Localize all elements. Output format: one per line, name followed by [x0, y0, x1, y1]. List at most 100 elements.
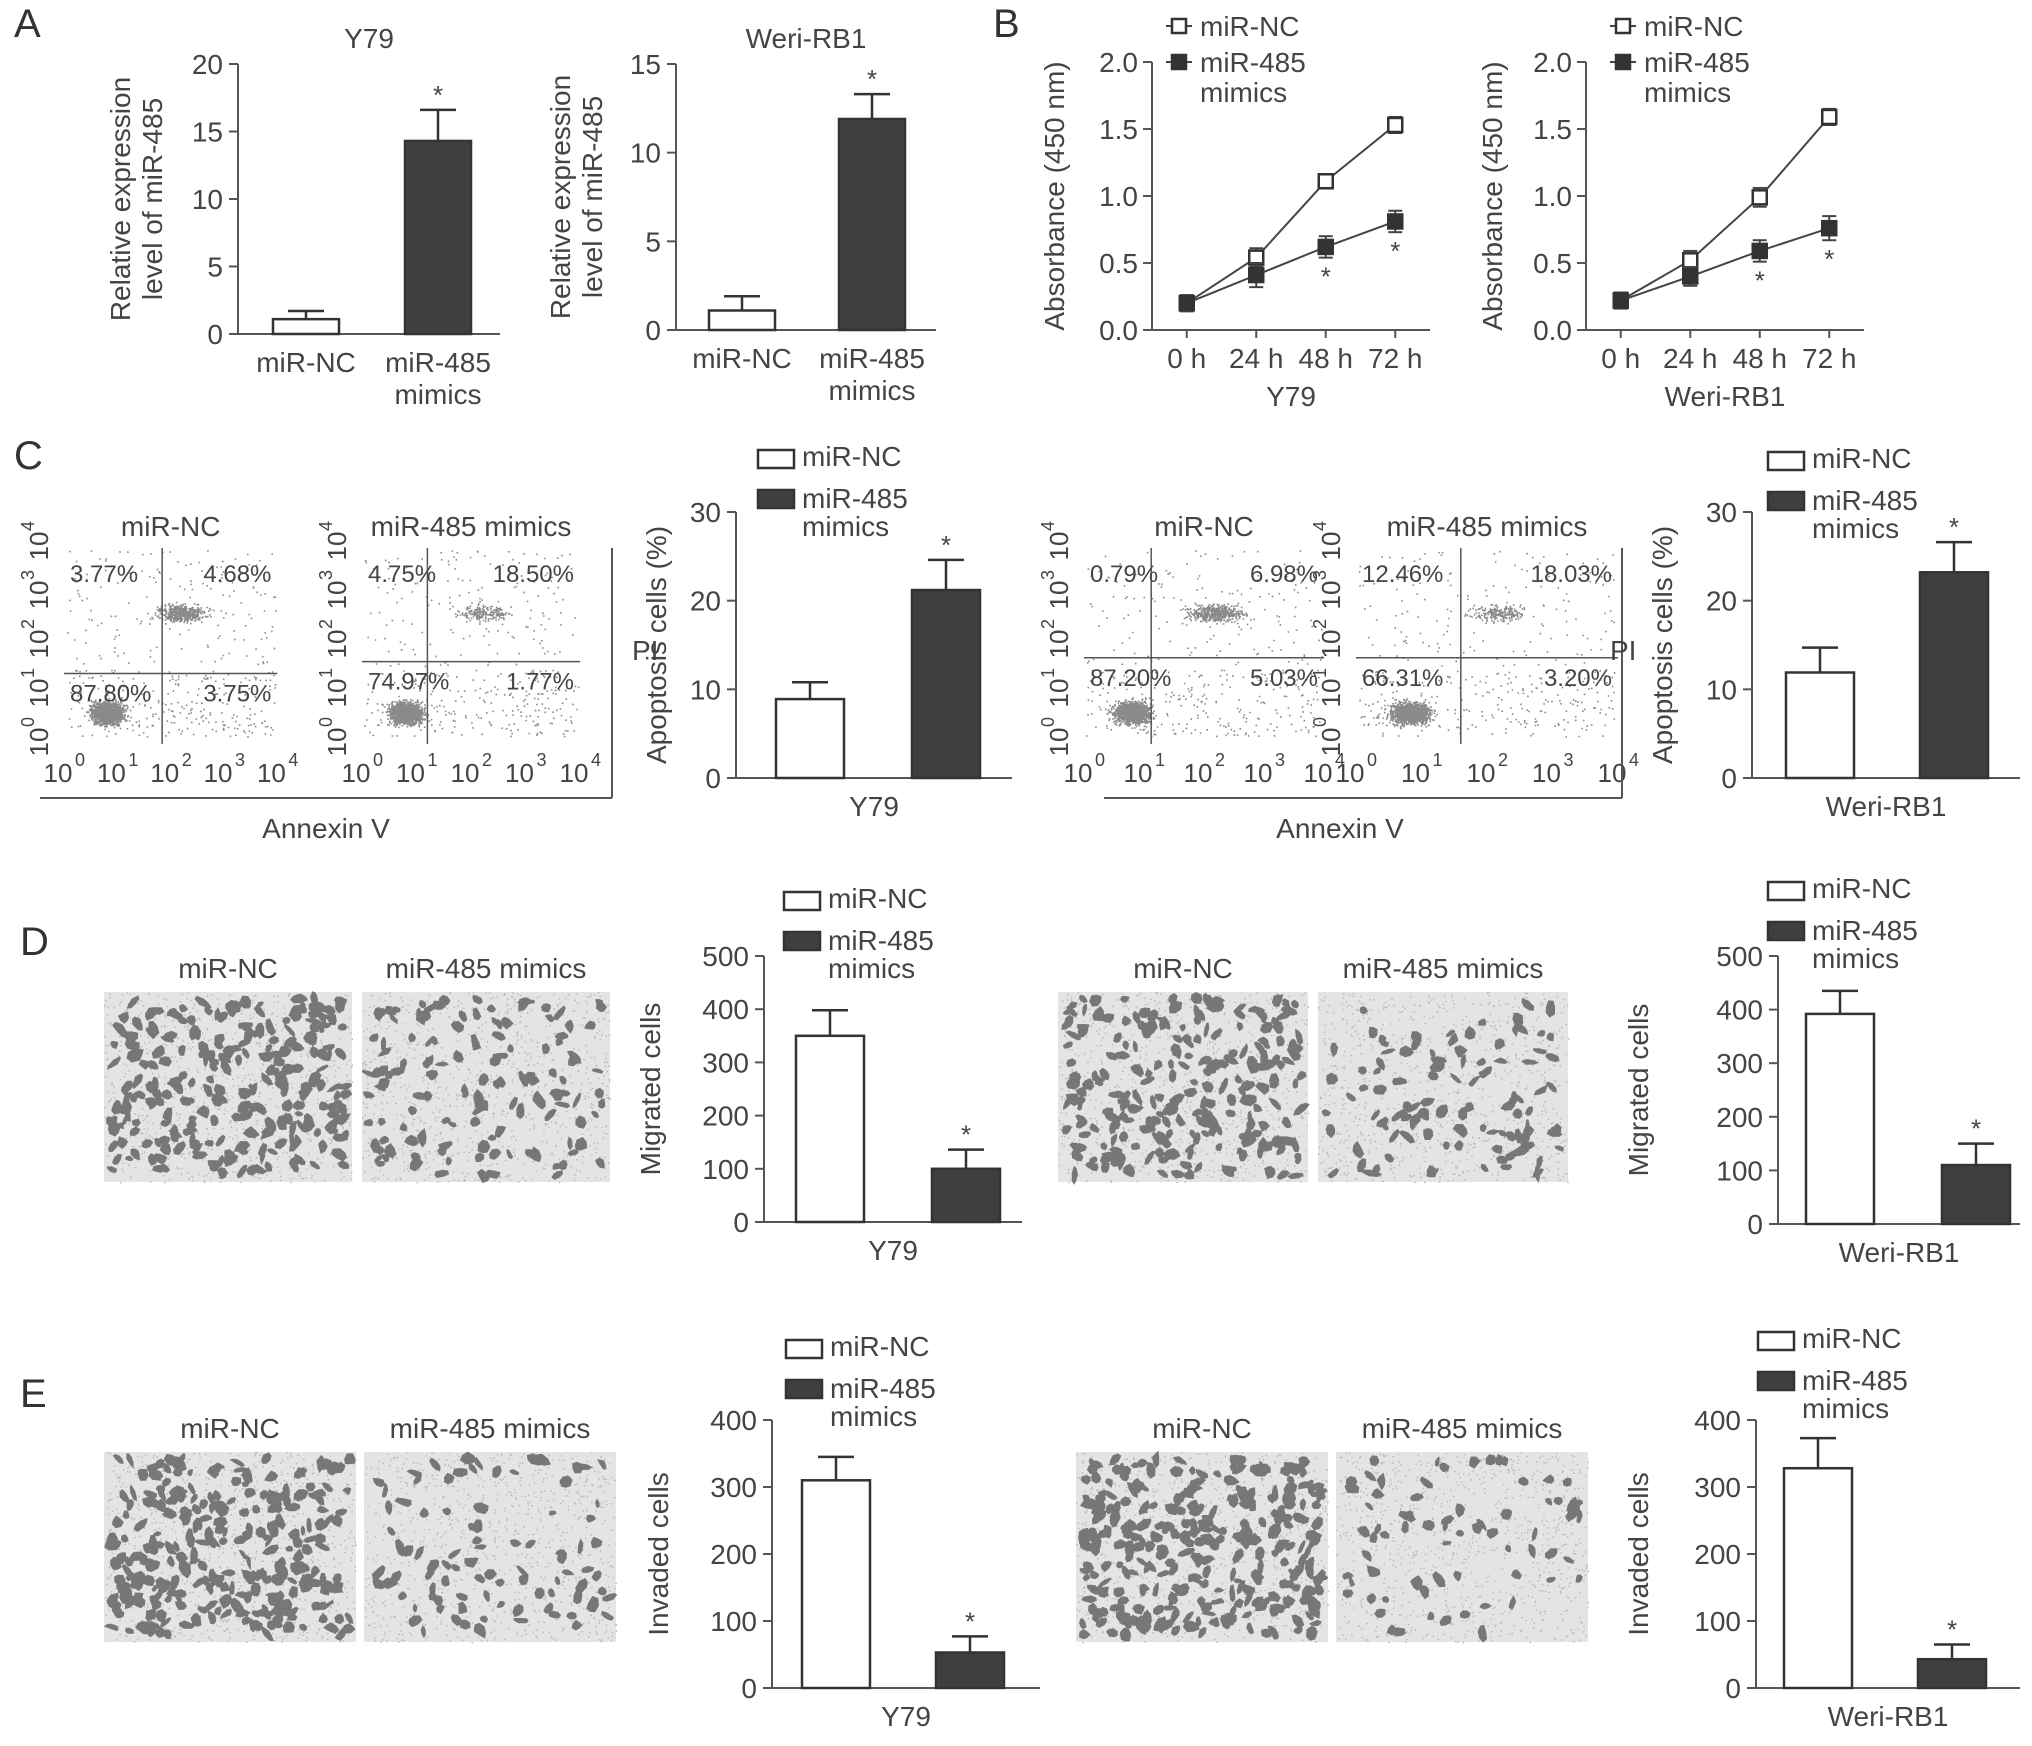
quadrant-lower-right: 3.75%: [203, 680, 271, 707]
y-tick-label: 300: [710, 1472, 757, 1503]
legend-label-mimics: miR-485: [1200, 47, 1306, 78]
bar-chart-A1: 0 5 10 15 20 Relative expression level of miR-…: [105, 23, 500, 410]
micrograph-pores: [364, 1452, 618, 1644]
micrograph: miR-NC: [104, 1413, 357, 1643]
x-tick-exponent: 3: [235, 750, 245, 770]
x-axis-label: Weri-RB1: [1826, 791, 1947, 822]
y-tick-label: 0: [741, 1673, 757, 1704]
bar-mir-485-mimics: [910, 588, 982, 780]
x-tick-label: 10: [1064, 758, 1093, 788]
significance-star: *: [941, 530, 951, 560]
data-point: [1248, 266, 1265, 284]
y-tick-label: 100: [702, 1154, 749, 1185]
y-tick-label: 15: [630, 49, 661, 80]
y-tick-label: 30: [690, 497, 721, 528]
legend-marker-mimics: [1170, 53, 1188, 71]
x-tick-label: 10: [560, 758, 589, 788]
y-tick-label: 10: [24, 679, 54, 708]
legend-swatch-mimics: [756, 488, 796, 510]
micrograph-title: miR-485 mimics: [386, 953, 587, 984]
bar-mir-485-mimics: [1940, 1163, 2012, 1226]
y-tick-label: 0: [1747, 1209, 1763, 1240]
legend-swatch-mimics: [1766, 490, 1806, 512]
legend-swatch-nc: [1756, 1330, 1796, 1352]
quadrant-upper-right: 6.98%: [1250, 561, 1318, 588]
chart-title: Weri-RB1: [746, 23, 867, 54]
micrograph-cells: [106, 991, 353, 1180]
legend-label-mimics: miR-485: [830, 1373, 936, 1404]
flow-plot-title: miR-NC: [121, 511, 221, 542]
y-tick-label: 20: [192, 49, 223, 80]
quadrant-lower-right: 1.77%: [506, 669, 574, 696]
x-axis-label: Y79: [849, 791, 899, 822]
x-tick-label: 10: [204, 758, 233, 788]
y-tick-label: 10: [1044, 532, 1074, 561]
y-axis-label: Invaded cells: [643, 1472, 674, 1635]
x-tick-label: 72 h: [1802, 343, 1857, 374]
y-tick-label: 0.5: [1099, 248, 1138, 279]
y-tick-exponent: 4: [1038, 521, 1058, 531]
micrograph-pores: [105, 1452, 357, 1643]
y-tick-label: 10: [322, 532, 352, 561]
y-axis-label: Absorbance (450 nm): [1039, 61, 1070, 330]
y-tick-label: 10: [322, 581, 352, 610]
significance-star: *: [1949, 512, 1959, 542]
bar-mir-485-mimics: [403, 139, 473, 336]
flow-y-axis-label: PI: [632, 635, 658, 666]
y-axis-label: Relative expression: [105, 77, 136, 321]
x-tick-exponent: 1: [128, 750, 138, 770]
micrograph-cells: [371, 1451, 618, 1639]
significance-star: *: [433, 80, 443, 110]
y-tick-label: 500: [1716, 941, 1763, 972]
line-chart-B2: 0.0 0.5 1.0 1.5 2.0 0 h 24 h 48 h 72 h Weri-RB1 Ab…: [1477, 47, 1864, 412]
y-tick-label: 10: [1316, 581, 1346, 610]
y-tick-label: 200: [1716, 1102, 1763, 1133]
y-tick-exponent: 3: [18, 570, 38, 580]
bar-mir-485-mimics: [837, 117, 907, 332]
legend-label-mimics: miR-485: [1812, 485, 1918, 516]
category-label-mimics-2: mimics: [828, 375, 915, 406]
y-tick-exponent: 4: [316, 521, 336, 531]
y-tick-label: 10: [322, 728, 352, 757]
y-axis-label: Apoptosis cells (%): [1647, 526, 1678, 764]
y-tick-exponent: 1: [1038, 668, 1058, 678]
bar-mir-485-mimics: [930, 1167, 1002, 1224]
y-tick-label: 5: [207, 252, 223, 283]
micrograph-title: miR-485 mimics: [1343, 953, 1544, 984]
y-tick-label: 100: [1716, 1155, 1763, 1186]
x-tick-label: 10: [1336, 758, 1365, 788]
y-tick-exponent: 2: [18, 619, 38, 629]
bar-mir-nc: [1804, 1012, 1876, 1226]
bar-mir-485-mimics: [1918, 571, 1990, 780]
significance-star: *: [1321, 262, 1331, 292]
quadrant-upper-left: 4.75%: [368, 561, 436, 588]
quadrant-upper-right: 4.68%: [203, 561, 271, 588]
x-tick-exponent: 2: [482, 750, 492, 770]
legend-label-nc: miR-NC: [830, 1331, 930, 1362]
y-tick-label: 0: [207, 319, 223, 350]
legend-label-mimics: miR-485: [802, 483, 908, 514]
y-tick-label: 10: [24, 728, 54, 757]
bar-chart-E2: 0 100 200 300 400 Invaded cells * Weri-RB1: [1623, 1405, 2020, 1732]
legend-swatch-nc: [784, 1338, 824, 1360]
micrograph: miR-NC: [104, 953, 353, 1184]
y-tick-label: 0.5: [1533, 248, 1572, 279]
micrograph-title: miR-NC: [178, 953, 278, 984]
x-axis-label: Weri-RB1: [1839, 1237, 1960, 1268]
bar-mir-nc: [794, 1034, 866, 1224]
y-tick-exponent: 2: [316, 619, 336, 629]
y-tick-label: 10: [1316, 532, 1346, 561]
flow-scatter-points: [1086, 550, 1323, 738]
bar-chart-A2: 0 5 10 15 Relative expression level of miR-48…: [545, 23, 936, 406]
y-tick-label: 10: [192, 184, 223, 215]
legend-label-mimics-2: mimics: [1200, 77, 1287, 108]
legend-label-nc: miR-NC: [1812, 873, 1912, 904]
y-tick-exponent: 0: [18, 717, 38, 727]
legend-swatch-mimics: [782, 930, 822, 952]
